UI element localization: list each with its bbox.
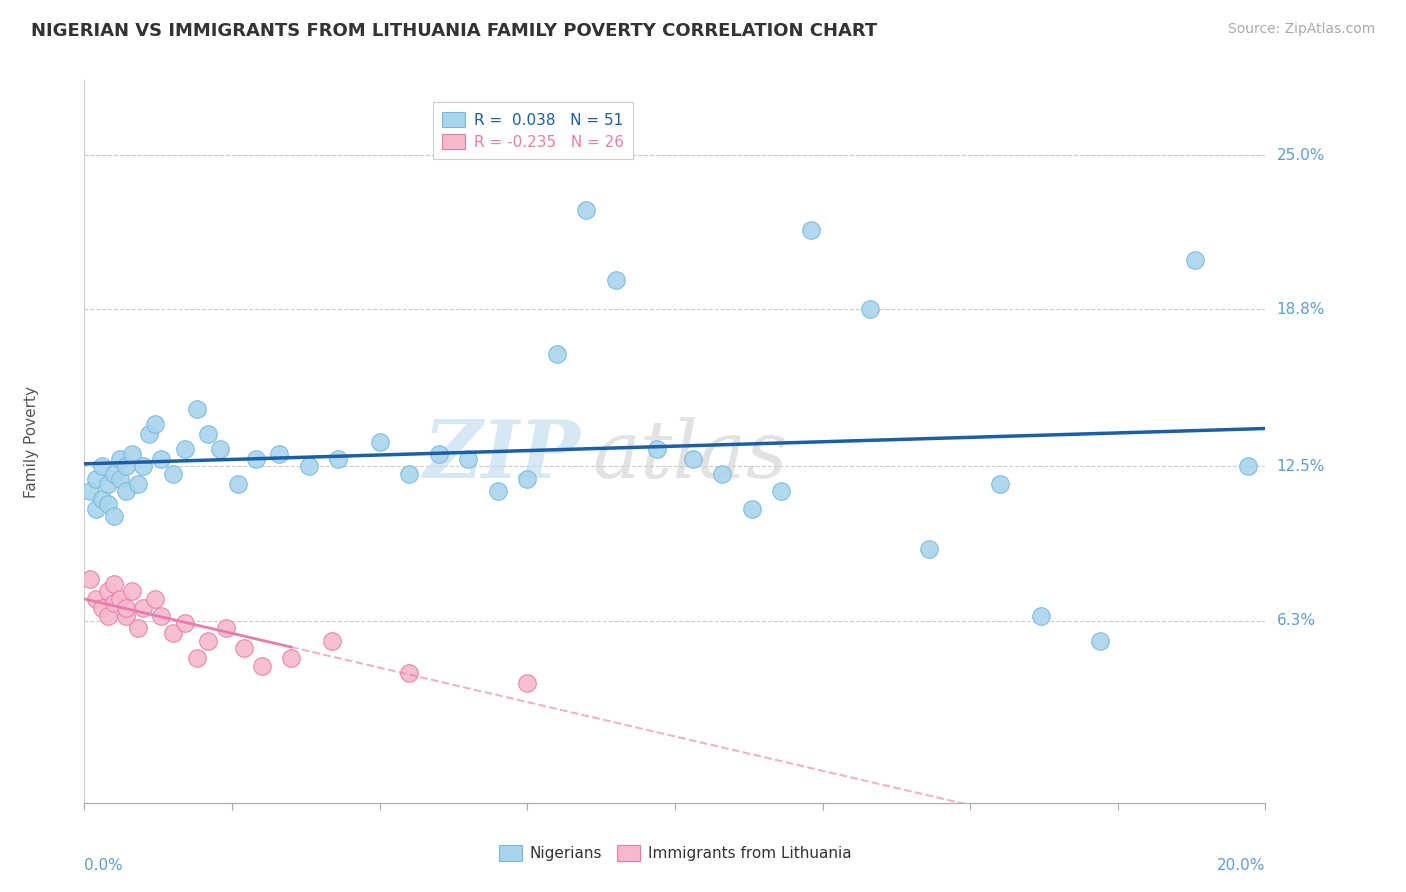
Point bbox=[97, 584, 120, 599]
Point bbox=[84, 501, 107, 516]
Point bbox=[250, 658, 273, 673]
Point bbox=[1088, 633, 1111, 648]
Point bbox=[1236, 459, 1258, 474]
Point bbox=[197, 633, 219, 648]
Point bbox=[132, 601, 155, 615]
Point bbox=[215, 621, 238, 635]
Point bbox=[97, 497, 120, 511]
Point bbox=[91, 601, 114, 615]
Point bbox=[298, 459, 321, 474]
Point bbox=[162, 467, 184, 481]
Text: Source: ZipAtlas.com: Source: ZipAtlas.com bbox=[1227, 22, 1375, 37]
Point bbox=[114, 609, 136, 624]
Point bbox=[103, 597, 125, 611]
Point bbox=[988, 476, 1011, 491]
Point bbox=[173, 616, 195, 631]
Point bbox=[800, 223, 823, 237]
Point bbox=[546, 347, 568, 361]
Point bbox=[114, 484, 136, 499]
Text: NIGERIAN VS IMMIGRANTS FROM LITHUANIA FAMILY POVERTY CORRELATION CHART: NIGERIAN VS IMMIGRANTS FROM LITHUANIA FA… bbox=[31, 22, 877, 40]
Point bbox=[103, 467, 125, 481]
Point bbox=[209, 442, 232, 456]
Point bbox=[328, 452, 350, 467]
Text: ZIP: ZIP bbox=[423, 417, 581, 495]
Point bbox=[103, 576, 125, 591]
Text: 12.5%: 12.5% bbox=[1277, 459, 1324, 474]
Point bbox=[108, 472, 131, 486]
Point bbox=[398, 666, 420, 681]
Point bbox=[150, 609, 173, 624]
Legend: Nigerians, Immigrants from Lithuania: Nigerians, Immigrants from Lithuania bbox=[492, 839, 858, 867]
Point bbox=[143, 591, 166, 606]
Point bbox=[711, 467, 734, 481]
Point bbox=[197, 427, 219, 442]
Point bbox=[84, 591, 107, 606]
Point bbox=[770, 484, 793, 499]
Point bbox=[150, 452, 173, 467]
Point bbox=[368, 434, 391, 449]
Point bbox=[127, 621, 149, 635]
Point bbox=[226, 476, 249, 491]
Point bbox=[108, 591, 131, 606]
Point bbox=[575, 202, 598, 217]
Text: 25.0%: 25.0% bbox=[1277, 147, 1324, 162]
Point bbox=[245, 452, 267, 467]
Point bbox=[97, 609, 120, 624]
Point bbox=[173, 442, 195, 456]
Point bbox=[114, 601, 136, 615]
Point bbox=[91, 491, 114, 506]
Point bbox=[398, 467, 420, 481]
Point bbox=[108, 452, 131, 467]
Point bbox=[132, 459, 155, 474]
Point bbox=[741, 501, 763, 516]
Point bbox=[516, 676, 538, 690]
Point bbox=[114, 459, 136, 474]
Point bbox=[127, 476, 149, 491]
Text: atlas: atlas bbox=[592, 417, 787, 495]
Point bbox=[186, 651, 208, 665]
Point bbox=[859, 302, 882, 317]
Text: 6.3%: 6.3% bbox=[1277, 614, 1316, 629]
Point bbox=[605, 272, 627, 286]
Point bbox=[91, 459, 114, 474]
Point bbox=[143, 417, 166, 431]
Point bbox=[280, 651, 302, 665]
Point bbox=[79, 572, 101, 586]
Point bbox=[1184, 252, 1206, 267]
Point bbox=[1029, 609, 1052, 624]
Point bbox=[645, 442, 668, 456]
Point bbox=[918, 541, 941, 556]
Point bbox=[121, 447, 143, 461]
Point bbox=[97, 476, 120, 491]
Point bbox=[186, 402, 208, 417]
Text: 0.0%: 0.0% bbox=[84, 857, 124, 872]
Text: Family Poverty: Family Poverty bbox=[24, 385, 39, 498]
Text: 18.8%: 18.8% bbox=[1277, 302, 1324, 317]
Point bbox=[121, 584, 143, 599]
Point bbox=[457, 452, 479, 467]
Point bbox=[232, 641, 254, 656]
Point bbox=[516, 472, 538, 486]
Point bbox=[138, 427, 160, 442]
Text: 20.0%: 20.0% bbox=[1218, 857, 1265, 872]
Point bbox=[269, 447, 291, 461]
Point bbox=[486, 484, 509, 499]
Point bbox=[84, 472, 107, 486]
Point bbox=[79, 484, 101, 499]
Point bbox=[162, 626, 184, 640]
Point bbox=[427, 447, 450, 461]
Point bbox=[682, 452, 704, 467]
Point bbox=[103, 509, 125, 524]
Point bbox=[321, 633, 343, 648]
